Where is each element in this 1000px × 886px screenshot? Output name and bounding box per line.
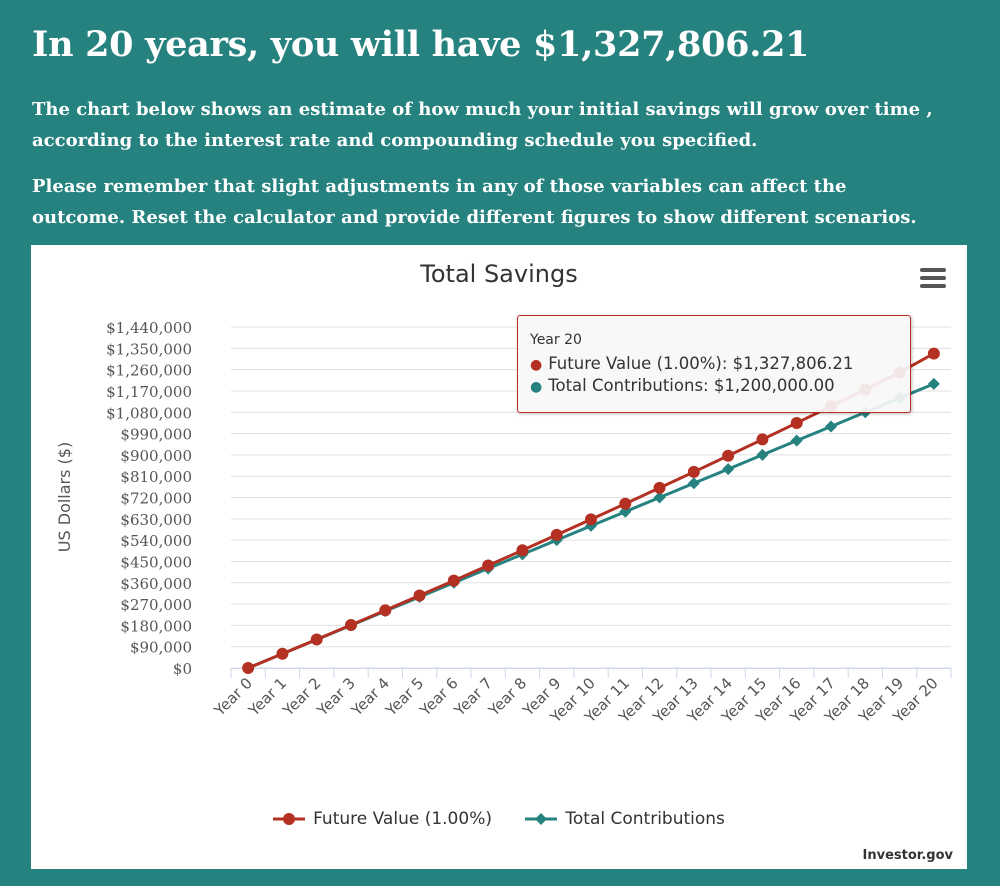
legend-item-total-contributions[interactable]: Total Contributions xyxy=(525,809,725,829)
y-axis-ticks: $0 $90,000 $180,000 $270,000 $360,000 $450,00… xyxy=(106,319,192,678)
data-point[interactable] xyxy=(756,433,769,446)
data-point[interactable] xyxy=(379,604,392,617)
data-point[interactable] xyxy=(447,574,460,587)
explanation-line-1: The chart below shows an estimate of how… xyxy=(32,99,933,120)
data-point[interactable] xyxy=(310,633,323,646)
data-point[interactable] xyxy=(653,491,666,504)
data-point[interactable] xyxy=(687,465,700,478)
reminder-line-2: outcome. Reset the calculator and provid… xyxy=(32,207,917,228)
legend-label: Total Contributions xyxy=(565,809,725,829)
data-point[interactable] xyxy=(585,513,597,526)
data-point[interactable] xyxy=(516,544,529,557)
data-point[interactable] xyxy=(825,420,837,433)
x-tick-label: Year 4 xyxy=(347,674,393,720)
diamond-line-marker-icon xyxy=(525,813,558,825)
y-tick-label: $0 xyxy=(173,660,192,678)
y-tick-label: $1,170,000 xyxy=(106,383,192,401)
y-tick-label: $450,000 xyxy=(120,553,192,571)
reminder-paragraph: Please remember that slight adjustments … xyxy=(32,171,917,233)
data-point[interactable] xyxy=(927,347,940,360)
chart-canvas: Total Savings US Dollars ($) $0 $90,000 $1… xyxy=(55,260,952,727)
result-headline: In 20 years, you will have $1,327,806.21 xyxy=(32,24,810,65)
y-axis-title: US Dollars ($) xyxy=(55,442,74,552)
explanation-line-2: according to the interest rate and compo… xyxy=(32,130,758,151)
legend-label: Future Value (1.00%) xyxy=(313,809,492,829)
data-point[interactable] xyxy=(619,497,632,510)
x-tick-label: Year 1 xyxy=(244,674,290,720)
data-point[interactable] xyxy=(413,589,426,602)
tooltip-row-total-contributions: ● Total Contributions: $1,200,000.00 xyxy=(530,376,835,395)
series-layer xyxy=(242,347,940,674)
tooltip-row-future-value: ● Future Value (1.00%): $1,327,806.21 xyxy=(530,354,853,373)
tooltip-label: Future Value (1.00%): xyxy=(548,354,728,373)
data-point[interactable] xyxy=(276,647,289,660)
x-tick-label: Year 6 xyxy=(416,674,462,720)
y-tick-label: $1,440,000 xyxy=(106,319,192,337)
tooltip-label: Total Contributions: xyxy=(548,376,709,395)
data-point[interactable] xyxy=(790,416,803,429)
y-tick-label: $1,260,000 xyxy=(106,362,192,380)
data-point[interactable] xyxy=(722,463,735,476)
x-tick-label: Year 7 xyxy=(450,674,496,720)
y-tick-label: $1,080,000 xyxy=(106,404,192,422)
x-tick-label: Year 3 xyxy=(313,674,359,720)
y-tick-label: $540,000 xyxy=(120,532,192,550)
y-tick-label: $1,350,000 xyxy=(106,340,192,358)
data-point[interactable] xyxy=(687,477,700,490)
x-tick-label: Year 5 xyxy=(381,674,427,720)
circle-line-marker-icon xyxy=(273,813,306,825)
y-tick-label: $630,000 xyxy=(120,511,192,529)
data-point[interactable] xyxy=(927,377,940,390)
legend-item-future-value[interactable]: Future Value (1.00%) xyxy=(273,809,492,829)
x-tick-label: Year 8 xyxy=(484,674,530,720)
explanation-paragraph: The chart below shows an estimate of how… xyxy=(32,94,933,156)
y-tick-label: $900,000 xyxy=(120,447,192,465)
y-tick-label: $360,000 xyxy=(120,575,192,593)
y-tick-label: $810,000 xyxy=(120,468,192,486)
y-tick-label: $990,000 xyxy=(120,426,192,444)
tooltip-title: Year 20 xyxy=(530,332,582,348)
data-point[interactable] xyxy=(790,434,803,447)
y-tick-label: $180,000 xyxy=(120,617,192,635)
y-tick-label: $270,000 xyxy=(120,596,192,614)
tooltip-value: $1,200,000.00 xyxy=(713,376,835,395)
data-point[interactable] xyxy=(242,662,255,674)
data-point[interactable] xyxy=(756,448,769,461)
chart-credit: Investor.gov xyxy=(862,848,953,863)
data-point[interactable] xyxy=(345,618,357,631)
y-tick-label: $90,000 xyxy=(130,639,192,657)
chart-legend: Future Value (1.00%) Total Contributions xyxy=(31,809,967,831)
x-tick-label: Year 0 xyxy=(210,674,256,720)
data-point[interactable] xyxy=(585,519,597,532)
future-value-dot-icon: ● xyxy=(530,357,543,373)
hamburger-menu-icon[interactable] xyxy=(920,268,946,288)
x-tick-label: Year 2 xyxy=(279,674,325,720)
total-savings-chart: Total Savings US Dollars ($) $0 $90,000 $1… xyxy=(31,245,967,869)
data-point[interactable] xyxy=(722,449,735,462)
data-point[interactable] xyxy=(550,528,563,541)
y-tick-label: $720,000 xyxy=(120,490,192,508)
total-contributions-dot-icon: ● xyxy=(530,379,543,395)
data-tooltip: Year 20 ● Future Value (1.00%): $1,327,80… xyxy=(517,315,911,413)
tooltip-value: $1,327,806.21 xyxy=(732,354,854,373)
data-point[interactable] xyxy=(482,559,495,572)
chart-title: Total Savings xyxy=(419,260,577,288)
reminder-line-1: Please remember that slight adjustments … xyxy=(32,176,847,197)
data-point[interactable] xyxy=(653,481,666,494)
